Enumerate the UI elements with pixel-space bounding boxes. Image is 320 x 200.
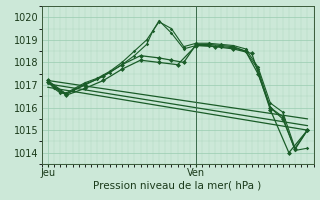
X-axis label: Pression niveau de la mer( hPa ): Pression niveau de la mer( hPa ) <box>93 181 262 191</box>
